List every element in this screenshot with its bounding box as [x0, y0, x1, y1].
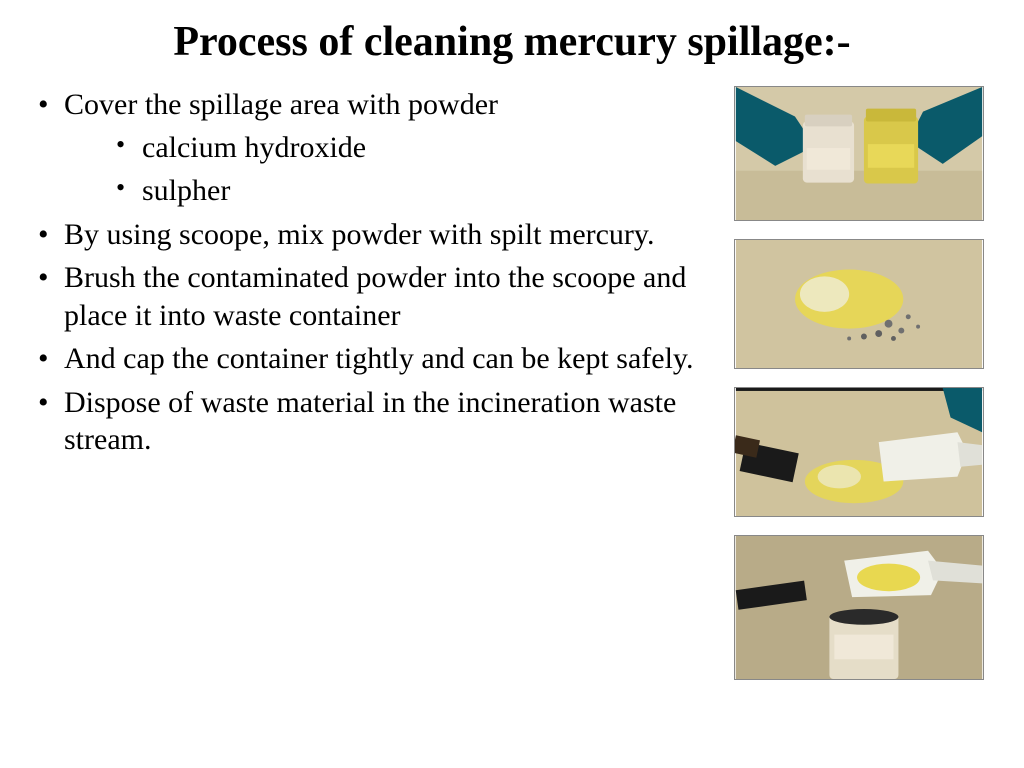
bullet-5: Dispose of waste material in the inciner… [30, 384, 724, 459]
photo-jars [734, 86, 984, 221]
bullet-2: By using scoope, mix powder with spilt m… [30, 216, 724, 254]
slide: Process of cleaning mercury spillage:- C… [0, 0, 1024, 768]
image-column [734, 86, 994, 680]
bullet-1: Cover the spillage area with powder calc… [30, 86, 724, 210]
slide-title: Process of cleaning mercury spillage:- [30, 18, 994, 66]
sub-bullet-list: calcium hydroxide sulpher [64, 128, 724, 210]
bullet-1-text: Cover the spillage area with powder [64, 88, 498, 121]
photo-powder-mercury [734, 239, 984, 369]
photo-scoop-jar [734, 535, 984, 680]
bullet-4: And cap the container tightly and can be… [30, 340, 724, 378]
sub-bullet-1a: calcium hydroxide [112, 128, 724, 167]
photo-brush-scoop [734, 387, 984, 517]
text-column: Cover the spillage area with powder calc… [30, 86, 734, 680]
sub-bullet-1b: sulpher [112, 171, 724, 210]
bullet-3: Brush the contaminated powder into the s… [30, 259, 724, 334]
bullet-list: Cover the spillage area with powder calc… [30, 86, 724, 459]
content-row: Cover the spillage area with powder calc… [30, 86, 994, 680]
